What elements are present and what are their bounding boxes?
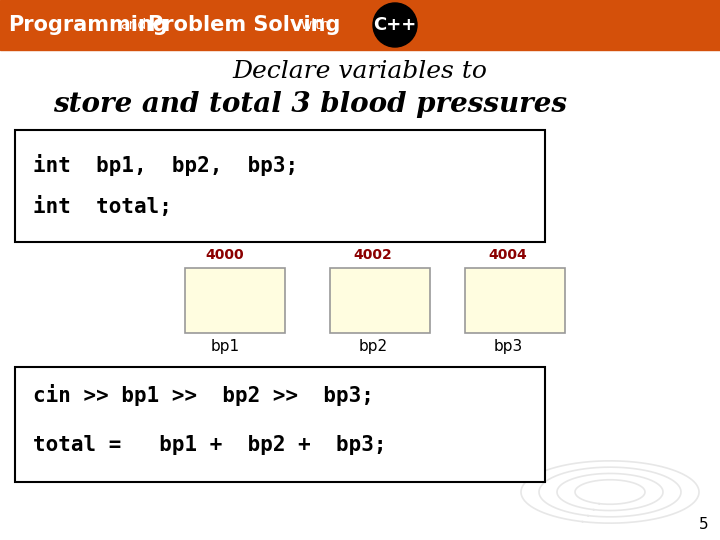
Circle shape	[373, 3, 417, 47]
Bar	[330, 268, 430, 333]
Text: bp2: bp2	[359, 340, 387, 354]
Text: 5: 5	[698, 517, 708, 532]
Text: total =   bp1 +  bp2 +  bp3;: total = bp1 + bp2 + bp3;	[33, 435, 387, 455]
Bar	[0, 0, 720, 50]
Text: Programming: Programming	[8, 15, 168, 35]
Text: int  bp1,  bp2,  bp3;: int bp1, bp2, bp3;	[33, 154, 298, 176]
Text: 4002: 4002	[354, 248, 392, 262]
Text: Problem Solving: Problem Solving	[148, 15, 341, 35]
Bar	[465, 268, 565, 333]
Text: store and total 3 blood pressures: store and total 3 blood pressures	[53, 91, 567, 118]
Text: and: and	[120, 18, 146, 32]
Text: Declare variables to: Declare variables to	[233, 60, 487, 84]
Text: bp1: bp1	[210, 340, 240, 354]
Text: 4000: 4000	[206, 248, 244, 262]
Bar	[15, 367, 545, 482]
Text: bp3: bp3	[493, 340, 523, 354]
Text: C++: C++	[374, 16, 417, 34]
Bar	[15, 130, 545, 242]
Bar	[185, 268, 285, 333]
Text: int  total;: int total;	[33, 197, 172, 218]
Text: 4004: 4004	[489, 248, 527, 262]
Text: cin >> bp1 >>  bp2 >>  bp3;: cin >> bp1 >> bp2 >> bp3;	[33, 384, 374, 406]
Text: with: with	[300, 18, 330, 32]
